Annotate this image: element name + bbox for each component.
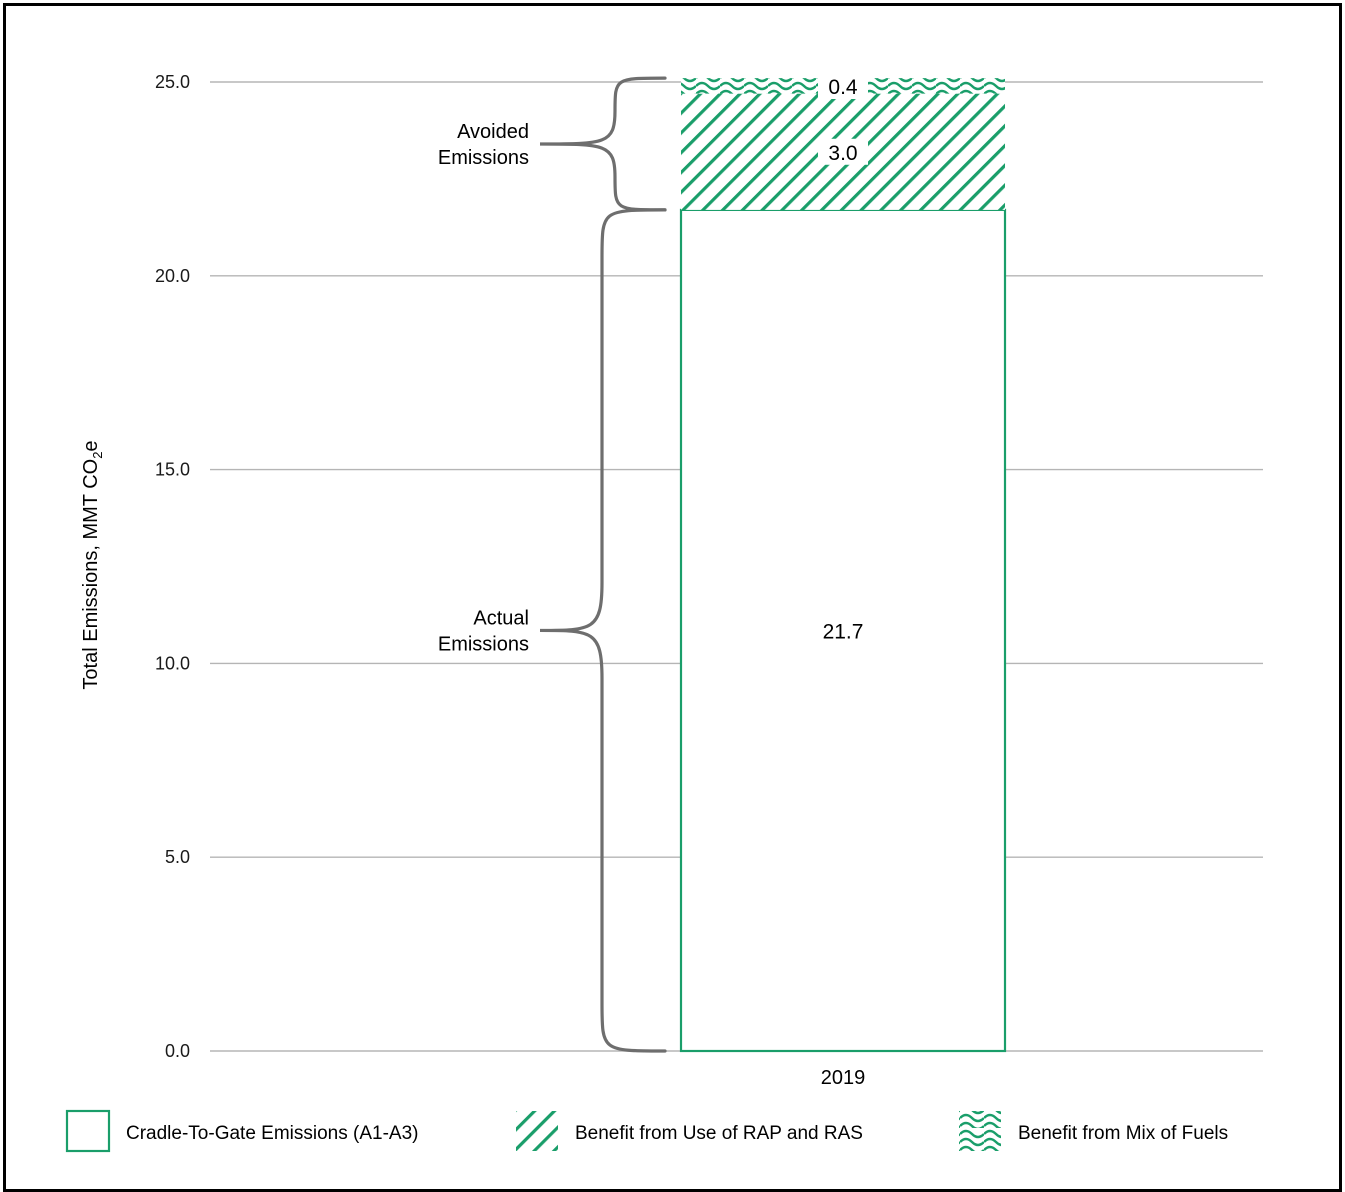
legend-label: Cradle-To-Gate Emissions (A1-A3) <box>126 1123 418 1144</box>
brace-label: Emissions <box>438 633 529 655</box>
value-label-background <box>818 138 868 165</box>
legend-label: Benefit from Use of RAP and RAS <box>575 1123 863 1144</box>
value-label: 21.7 <box>823 620 864 643</box>
legend-swatch <box>516 1111 558 1151</box>
brace-label: Avoided <box>457 121 529 143</box>
y-tick-label: 5.0 <box>165 847 190 867</box>
value-label-background <box>818 73 868 99</box>
y-tick-labels: 0.0 5.0 10.0 15.0 20.0 25.0 <box>155 72 190 1061</box>
y-tick-label: 10.0 <box>155 653 190 673</box>
x-category-label: 2019 <box>821 1067 866 1089</box>
brace-label: Emissions <box>438 147 529 169</box>
brace-annotations: Avoided Emissions Actual Emissions <box>438 76 667 1053</box>
legend-swatch <box>65 1109 111 1153</box>
value-labels: 21.7 3.0 0.4 <box>818 73 868 643</box>
chart-frame <box>3 3 1342 1192</box>
value-label: 3.0 <box>828 142 857 165</box>
value-label: 0.4 <box>828 76 858 99</box>
legend: Cradle-To-Gate Emissions (A1-A3) Benefit … <box>65 1109 1228 1153</box>
y-tick-label: 25.0 <box>155 72 190 92</box>
bar-segment-1 <box>679 208 1007 1053</box>
legend-label: Benefit from Mix of Fuels <box>1018 1123 1228 1144</box>
y-axis-label: Total Emissions, MMT CO2e <box>80 440 105 689</box>
y-tick-label: 0.0 <box>165 1041 190 1061</box>
y-tick-label: 20.0 <box>155 266 190 286</box>
legend-swatch <box>959 1111 1001 1151</box>
category-labels: 2019 <box>821 1067 866 1089</box>
actual-emissions-brace <box>539 208 667 1053</box>
bar-stack <box>679 78 1007 1053</box>
brace-label: Actual <box>473 607 529 629</box>
y-tick-label: 15.0 <box>155 460 190 480</box>
avoided-emissions-brace <box>539 76 667 212</box>
